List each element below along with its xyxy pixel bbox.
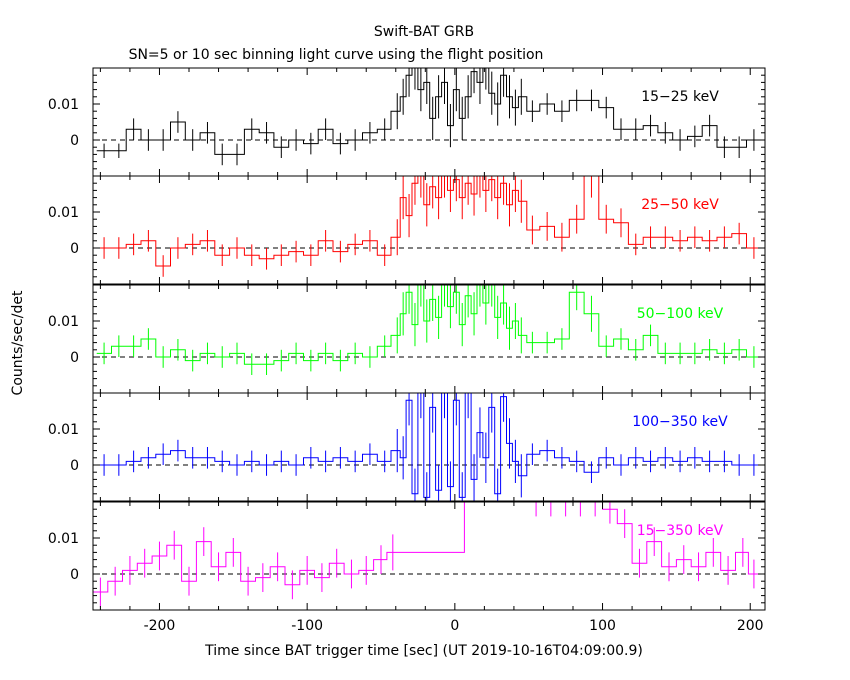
y-tick-label: 0 xyxy=(70,241,79,257)
x-tick-label: 0 xyxy=(450,618,459,634)
y-tick-label: 0 xyxy=(70,350,79,366)
panel-15-25-kev: 0 0.01 15−25 keV xyxy=(48,67,766,177)
panel-frame xyxy=(92,67,766,177)
series-100-350-kev xyxy=(96,393,762,501)
y-tick-label: 0 xyxy=(70,133,79,149)
panel-label: 100−350 keV xyxy=(632,414,728,430)
step-line xyxy=(96,393,762,498)
figure-subtitle: SN=5 or 10 sec binning light curve using… xyxy=(129,47,544,63)
x-tick-label: 100 xyxy=(589,618,616,634)
series-15-25-kev xyxy=(96,68,762,166)
panel-frame xyxy=(92,501,766,611)
x-tick-label: -200 xyxy=(144,618,176,634)
y-tick-label: 0.01 xyxy=(48,205,79,221)
y-tick-label: 0.01 xyxy=(48,422,79,438)
panel-25-50-kev: 0 0.01 25−50 keV xyxy=(48,175,766,285)
panel-frame xyxy=(92,392,766,502)
y-axis-label: Counts/sec/det xyxy=(10,290,26,395)
step-line xyxy=(96,285,762,365)
step-line xyxy=(96,176,762,267)
y-tick-label: 0.01 xyxy=(48,314,79,330)
y-tick-label: 0.01 xyxy=(48,97,79,113)
panel-100-350-kev: 0 0.01 100−350 keV xyxy=(48,392,766,502)
panel-frame xyxy=(92,284,766,394)
x-tick-label: 200 xyxy=(737,618,764,634)
series-25-50-kev xyxy=(96,176,762,277)
panel-label: 15−350 keV xyxy=(637,523,724,539)
series-50-100-kev xyxy=(96,285,762,375)
panel-frame xyxy=(92,175,766,285)
series-15-350-kev xyxy=(93,502,760,607)
y-tick-label: 0 xyxy=(70,567,79,583)
panel-label: 50−100 keV xyxy=(637,306,724,322)
panels-group: 0 0.01 15−25 keV 0 0.01 25−50 keV 0 0.01 50−100 … xyxy=(48,67,766,634)
panel-label: 25−50 keV xyxy=(641,197,719,213)
panel-50-100-kev: 0 0.01 50−100 keV xyxy=(48,284,766,394)
step-line xyxy=(96,68,762,155)
panel-15-350-kev: 0 0.01 15−350 keV -200 -100 0 100 200 xyxy=(48,501,766,634)
panel-label: 15−25 keV xyxy=(641,89,719,105)
y-tick-label: 0.01 xyxy=(48,531,79,547)
x-axis-label: Time since BAT trigger time [sec] (UT 20… xyxy=(204,643,643,659)
y-tick-label: 0 xyxy=(70,458,79,474)
figure-title: Swift-BAT GRB xyxy=(374,24,474,40)
x-tick-label: -100 xyxy=(291,618,323,634)
step-line xyxy=(93,502,760,593)
